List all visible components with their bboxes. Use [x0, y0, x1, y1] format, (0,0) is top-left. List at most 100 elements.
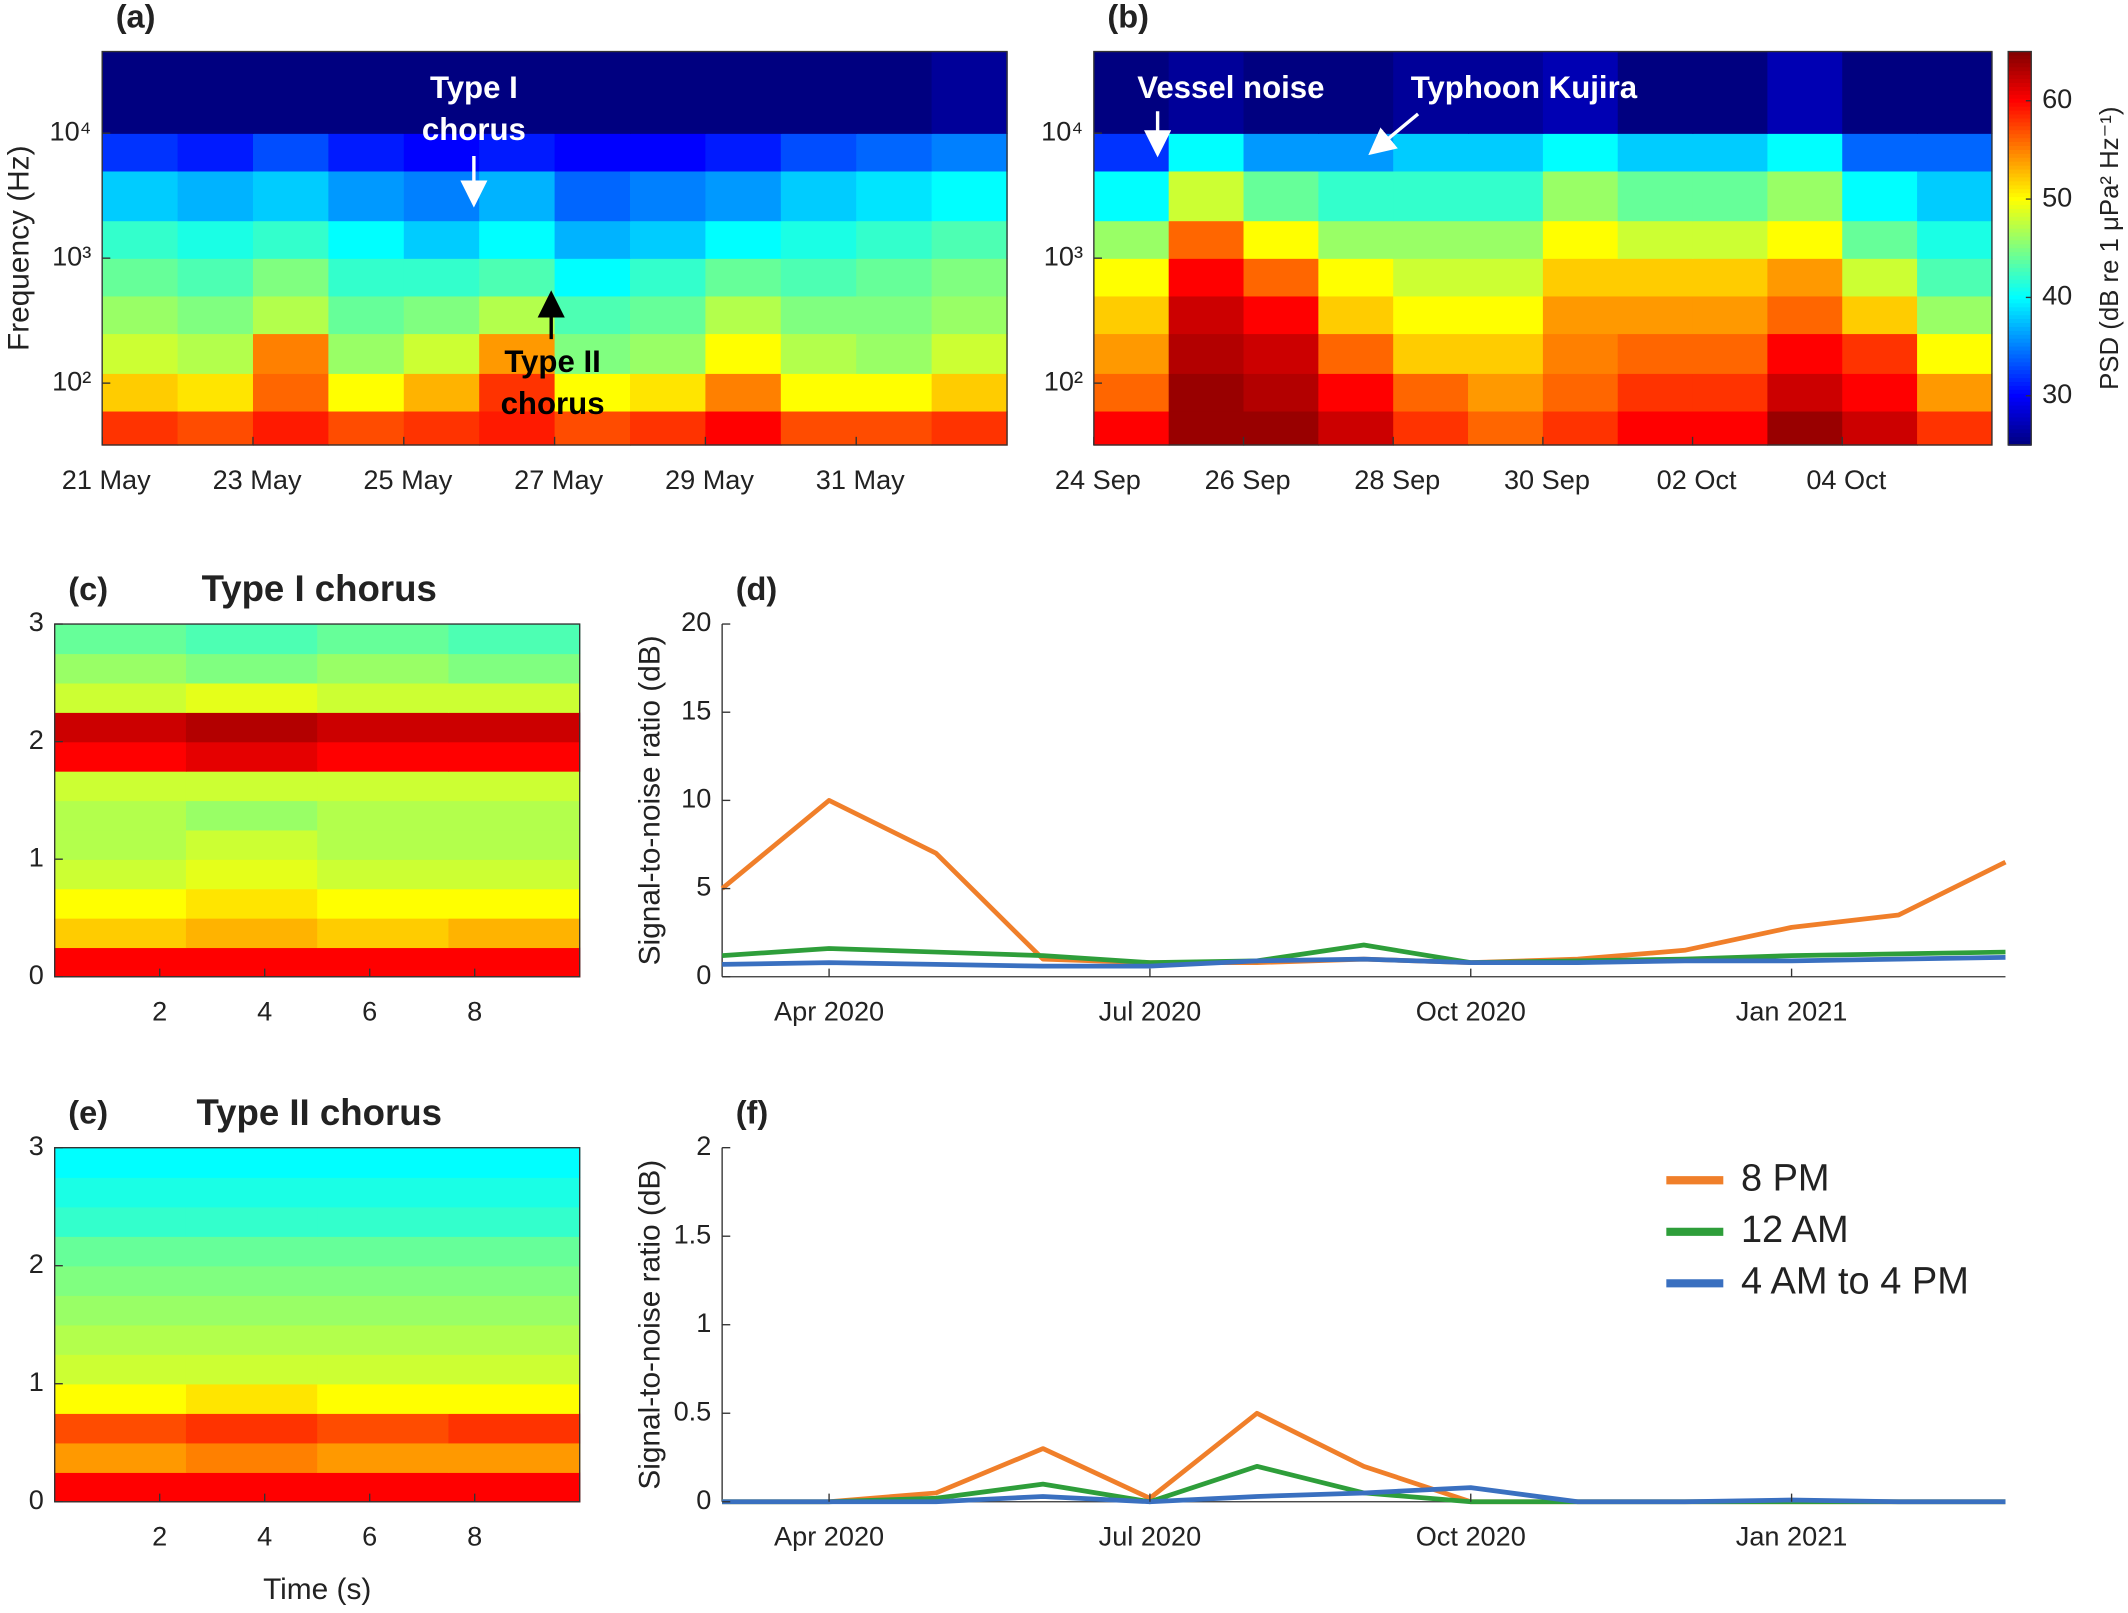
heatmap-cell: [448, 624, 581, 655]
heatmap-cell: [1168, 220, 1245, 259]
heatmap-cell: [185, 741, 318, 772]
heatmap-cell: [1393, 410, 1469, 446]
x-tick-label: 6: [362, 1521, 377, 1552]
heatmap-cell: [1468, 333, 1544, 374]
x-tick-label: Apr 2020: [774, 1521, 884, 1552]
heatmap-cell: [780, 170, 857, 222]
colorbar-tick-label: 30: [2042, 378, 2072, 409]
heatmap-cell: [1767, 51, 1843, 134]
colorbar-tick-label: 50: [2042, 181, 2072, 212]
heatmap-cell: [780, 373, 857, 412]
x-tick-label: 27 May: [514, 464, 603, 495]
heatmap-cell: [1318, 373, 1394, 412]
heatmap-cell: [705, 258, 782, 297]
heatmap-cell: [54, 1295, 187, 1326]
heatmap-cell: [630, 258, 707, 297]
heatmap-cell: [102, 51, 179, 134]
colorbar-step: [2008, 244, 2032, 250]
heatmap-cell: [1093, 170, 1170, 222]
y-tick-label: 20: [681, 606, 711, 637]
colorbar-step: [2008, 263, 2032, 269]
heatmap-cell: [1393, 333, 1469, 374]
heatmap-cell: [856, 258, 933, 297]
heatmap-cell: [780, 295, 857, 335]
colorbar-step: [2008, 256, 2032, 261]
heatmap-cell: [185, 624, 318, 655]
colorbar-step: [2008, 275, 2032, 281]
heatmap-cell: [1243, 133, 1320, 172]
colorbar-step: [2008, 287, 2032, 293]
heatmap-cell: [185, 1295, 318, 1326]
colorbar-step: [2008, 165, 2032, 171]
colorbar-step: [2008, 94, 2032, 100]
panel-label: (c): [68, 571, 108, 607]
heatmap-cell: [1468, 258, 1544, 297]
heatmap-cell: [630, 333, 707, 374]
heatmap-cell: [1093, 258, 1170, 297]
heatmap-cell: [1318, 295, 1394, 335]
heatmap-cell: [856, 295, 933, 335]
colorbar-step: [2008, 326, 2032, 332]
x-tick-label: Jan 2021: [1736, 996, 1848, 1027]
colorbar-step: [2008, 118, 2032, 124]
y-tick-label: 1.5: [674, 1218, 712, 1249]
y-tick-label: 10²: [52, 365, 91, 396]
heatmap-cell: [54, 1472, 187, 1503]
colorbar-step: [2008, 204, 2032, 210]
heatmap-cell: [931, 258, 1008, 297]
heatmap-cell: [1168, 170, 1245, 222]
heatmap-cell: [554, 170, 631, 222]
y-tick-label: 2: [29, 724, 44, 755]
colorbar-step: [2008, 169, 2032, 175]
heatmap-cell: [328, 295, 405, 335]
heatmap-cell: [1542, 333, 1619, 374]
heatmap-cell: [448, 741, 581, 772]
heatmap-cell: [448, 1354, 581, 1385]
x-tick-label: 2: [152, 996, 167, 1027]
y-tick-label: 10³: [52, 240, 91, 271]
heatmap-cell: [1767, 220, 1843, 259]
colorbar-step: [2008, 382, 2032, 387]
heatmap-cell: [185, 888, 318, 919]
heatmap-cell: [1243, 295, 1320, 335]
heatmap-cell: [317, 1413, 450, 1444]
legend-label: 4 AM to 4 PM: [1741, 1260, 1969, 1302]
heatmap-cell: [328, 410, 405, 446]
heatmap-cell: [1842, 51, 1918, 134]
colorbar-step: [2008, 55, 2032, 61]
heatmap-cell: [554, 258, 631, 297]
heatmap-cell: [1393, 295, 1469, 335]
heatmap-cell: [1692, 295, 1769, 335]
heatmap-cell: [185, 1324, 318, 1355]
heatmap-cell: [317, 1354, 450, 1385]
heatmap-cell: [1393, 220, 1469, 259]
heatmap-cell: [448, 1442, 581, 1473]
heatmap-cell: [403, 333, 480, 374]
heatmap-cell: [317, 1472, 450, 1503]
heatmap-cell: [328, 51, 405, 134]
heatmap-cell: [1243, 410, 1320, 446]
heatmap-cell: [931, 51, 1008, 134]
heatmap-cell: [54, 682, 187, 713]
heatmap-cell: [1542, 170, 1619, 222]
heatmap-cell: [403, 373, 480, 412]
colorbar-step: [2008, 252, 2032, 257]
heatmap-cell: [102, 170, 179, 222]
heatmap-cell: [1468, 373, 1544, 412]
heatmap-cell: [1093, 410, 1170, 446]
colorbar-step: [2008, 409, 2032, 415]
heatmap-cell: [448, 1265, 581, 1296]
colorbar-step: [2008, 311, 2032, 316]
colorbar-step: [2008, 126, 2032, 132]
x-tick-label: 25 May: [363, 464, 452, 495]
heatmap-cell: [448, 712, 581, 743]
colorbar-step: [2008, 421, 2032, 427]
annotation-arrow: [1368, 112, 1420, 156]
heatmap-cell: [1917, 373, 1993, 412]
colorbar-step: [2008, 122, 2032, 128]
heatmap-cell: [185, 1236, 318, 1267]
heatmap-cell: [1542, 133, 1619, 172]
colorbar-step: [2008, 134, 2032, 139]
y-axis-label: Signal-to-noise ratio (dB): [633, 635, 666, 965]
heatmap-cell: [705, 170, 782, 222]
